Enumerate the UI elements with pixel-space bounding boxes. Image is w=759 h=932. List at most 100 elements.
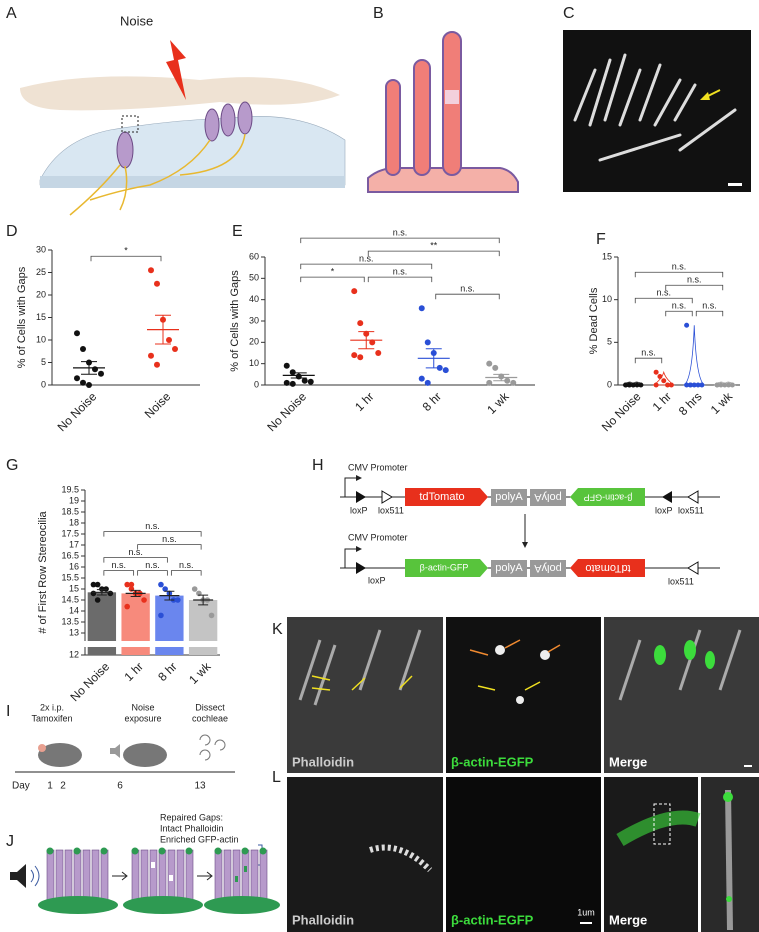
y-tick-label: 30 xyxy=(36,244,46,254)
legend-text: Intact Phalloidin xyxy=(160,823,224,833)
panel-label: A xyxy=(6,5,17,22)
element-label: β-actin-GFP xyxy=(584,493,633,503)
data-point xyxy=(492,364,499,371)
data-point xyxy=(442,367,449,374)
significance-label: n.s. xyxy=(145,560,160,570)
element-label: polyA xyxy=(495,562,523,574)
panel-label: J xyxy=(6,833,14,850)
y-axis-label: % Dead Cells xyxy=(588,287,600,354)
legend-text: Repaired Gaps: xyxy=(160,812,223,822)
y-tick-label: 16 xyxy=(69,561,79,571)
y-tick-label: 5 xyxy=(607,337,612,347)
site-label: loxP xyxy=(655,505,673,515)
sem-bar xyxy=(358,331,375,350)
x-tick-label: No Noise xyxy=(264,389,309,434)
y-tick-label: 16.5 xyxy=(61,550,79,560)
promoter-label: CMV Promoter xyxy=(348,462,408,472)
data-point xyxy=(158,612,164,619)
construct-diagram: CMV Promoter loxP lox511 tdTomato polyA … xyxy=(340,462,720,586)
x-tick-label: 1 wk xyxy=(186,659,214,687)
significance-bracket xyxy=(103,557,168,563)
data-point xyxy=(729,382,735,388)
data-point xyxy=(657,373,663,379)
data-point xyxy=(424,339,431,346)
data-point xyxy=(357,354,364,361)
data-point xyxy=(289,380,296,387)
data-point xyxy=(94,597,101,603)
sem-bar xyxy=(493,373,510,382)
significance-label: n.s. xyxy=(393,267,408,277)
y-tick-label: 17 xyxy=(69,539,79,549)
data-point xyxy=(158,581,164,588)
sem-bar xyxy=(96,589,107,596)
y-tick-label: 14.5 xyxy=(61,594,79,604)
axis-break xyxy=(79,641,222,647)
significance-label: n.s. xyxy=(393,228,408,238)
sem-bar xyxy=(164,590,175,601)
day-label: 1 xyxy=(47,781,53,792)
data-point xyxy=(283,362,290,369)
sem-bar xyxy=(425,348,442,369)
data-point xyxy=(691,382,697,388)
data-point xyxy=(418,375,425,382)
data-point xyxy=(80,346,86,352)
significance-bracket xyxy=(300,263,433,270)
significance-label: n.s. xyxy=(111,560,126,570)
element-label: polyA xyxy=(534,562,562,574)
data-point xyxy=(722,382,728,388)
y-tick-label: 15.5 xyxy=(61,572,79,582)
y-tick-label: 17.5 xyxy=(61,528,79,538)
data-point xyxy=(634,382,640,388)
x-tick-label: 1 hr xyxy=(121,659,146,684)
data-point xyxy=(684,382,690,388)
element-label: β-actin-GFP xyxy=(420,562,469,572)
sem-bar xyxy=(81,361,97,375)
panel-label: L xyxy=(272,769,281,786)
significance-label: n.s. xyxy=(128,547,143,557)
data-point xyxy=(307,378,314,385)
significance-bracket xyxy=(367,250,500,257)
y-tick-label: 0 xyxy=(607,379,612,389)
y-tick-label: 10 xyxy=(249,358,259,368)
channel-label: β-actin-EGFP xyxy=(451,912,534,927)
significance-bracket xyxy=(137,570,168,576)
data-point xyxy=(148,267,154,274)
channel-label: β-actin-EGFP xyxy=(451,754,534,769)
significance-label: n.s. xyxy=(145,521,160,531)
data-point xyxy=(351,288,358,295)
y-tick-label: 19 xyxy=(69,495,79,505)
data-point xyxy=(510,379,517,386)
significance-bracket xyxy=(103,570,135,576)
x-tick-label: 8 hr xyxy=(155,659,180,684)
site-label: loxP xyxy=(350,505,368,515)
panel-label: K xyxy=(272,621,283,638)
site-label: lox511 xyxy=(668,576,694,586)
data-point xyxy=(162,586,168,592)
data-point xyxy=(90,581,97,588)
data-point xyxy=(369,339,376,346)
y-tick-label: 60 xyxy=(249,251,259,261)
significance-label: n.s. xyxy=(687,275,702,285)
y-tick-label: 30 xyxy=(249,315,259,325)
channel-label: Merge xyxy=(609,754,647,769)
element-label: tdTomato xyxy=(585,562,630,574)
y-tick-label: 10 xyxy=(602,294,612,304)
significance-label: n.s. xyxy=(672,301,687,311)
x-tick-label: No Noise xyxy=(67,659,112,704)
significance-bracket xyxy=(634,357,663,364)
significance-bracket xyxy=(665,284,724,291)
x-tick-label: 1 wk xyxy=(484,389,512,417)
data-point xyxy=(665,382,671,388)
y-tick-label: 0 xyxy=(254,379,259,389)
data-point xyxy=(630,382,636,388)
panel-label: B xyxy=(373,5,384,22)
data-point xyxy=(74,375,80,382)
significance-bracket xyxy=(665,310,693,317)
day-label: 13 xyxy=(194,781,206,792)
micrograph-c xyxy=(563,30,751,192)
y-tick-label: 14 xyxy=(69,605,79,615)
panel-label: C xyxy=(563,5,575,22)
y-tick-label: 12 xyxy=(69,649,79,659)
channel-label: Phalloidin xyxy=(292,754,354,769)
significance-label: n.s. xyxy=(656,288,671,298)
